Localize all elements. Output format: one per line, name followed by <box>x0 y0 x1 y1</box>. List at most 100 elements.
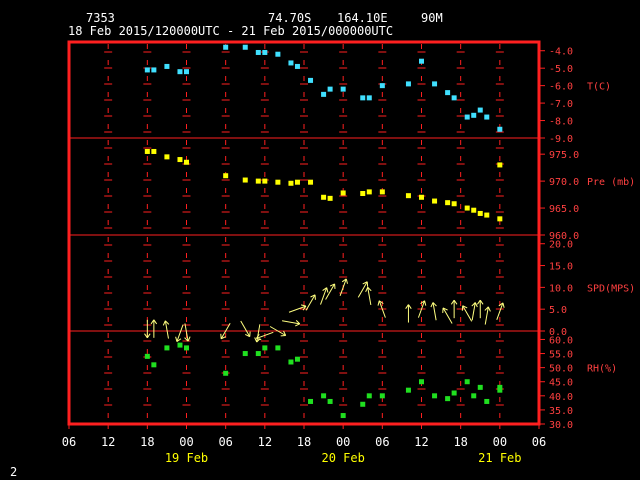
x-tick-label: 00 <box>179 435 193 449</box>
wind-vector-head <box>295 319 301 325</box>
wind-vector-head <box>442 307 448 311</box>
pressure-point <box>223 173 229 179</box>
wind-vector-head <box>362 281 368 285</box>
wind-vector-head <box>341 278 347 283</box>
wind-vector <box>269 326 287 337</box>
wind-vector <box>405 304 412 323</box>
pressure-point <box>275 179 281 185</box>
pressure-point <box>451 201 457 207</box>
relative_humidity-point <box>255 351 261 357</box>
x-tick-label: 12 <box>414 435 428 449</box>
pressure-point <box>379 189 385 195</box>
wind-vector <box>288 304 307 313</box>
wind-vector-head <box>322 287 327 291</box>
station-lat: 74.70S <box>268 11 311 25</box>
wind-vector-head <box>176 338 182 343</box>
temperature-point <box>144 67 150 73</box>
pressure-point <box>497 216 503 222</box>
wind-vector-head <box>300 304 307 307</box>
pressure-point <box>477 210 483 216</box>
wind-vector-shaft <box>471 302 476 321</box>
y-tick-label: 15.0 <box>549 262 573 273</box>
wind-vector-shaft <box>256 331 274 339</box>
relative_humidity-point <box>497 387 503 393</box>
temperature-point <box>464 114 470 120</box>
wind-vector-head <box>153 319 158 325</box>
relative_humidity-point <box>327 398 333 404</box>
y-tick-label: 30.0 <box>549 420 573 431</box>
relative_humidity-point <box>360 401 366 407</box>
y-tick-label: 40.0 <box>549 392 573 403</box>
wind-vector <box>255 331 274 341</box>
wind-vector-head <box>254 337 258 343</box>
relative_humidity-point <box>497 384 503 390</box>
grid-layer <box>69 44 539 422</box>
pressure-point <box>432 198 438 204</box>
wind-vector-head <box>377 300 380 306</box>
relative_humidity-point <box>379 393 385 399</box>
x-tick-label: 06 <box>218 435 232 449</box>
y-tick-label: 960.0 <box>549 231 579 242</box>
pressure-point <box>464 205 470 211</box>
y-tick-label: 965.0 <box>549 204 579 215</box>
y-tick-label: 35.0 <box>549 406 573 417</box>
wind-vector <box>461 305 473 322</box>
wind-vector-shaft <box>496 302 504 320</box>
temperature-point <box>184 69 189 75</box>
wind-vector-head <box>256 337 262 341</box>
wind-vector-shaft <box>442 307 453 324</box>
wind-vector-head <box>453 299 458 305</box>
pressure-point <box>144 148 150 154</box>
wind-vector-head <box>487 306 491 312</box>
temperature-point <box>177 69 183 75</box>
wind-vector-head <box>329 283 335 287</box>
y-tick-label: 10.0 <box>549 283 573 294</box>
data-layer <box>144 44 505 419</box>
temperature-point <box>294 63 300 69</box>
y-tick-label: -5.0 <box>549 64 573 75</box>
x-tick-label: 12 <box>101 435 115 449</box>
temperature-point <box>451 95 457 101</box>
wind-vector-head <box>378 300 384 305</box>
wind-vector-shaft <box>484 306 489 325</box>
temperature-point <box>360 95 366 101</box>
wind-vector <box>477 299 484 319</box>
y-tick-label: 970.0 <box>549 177 579 188</box>
x-tick-label: 18 <box>297 435 311 449</box>
wind-vector-head <box>474 302 478 308</box>
wind-vector-shaft <box>320 287 328 305</box>
pressure-point <box>184 159 189 165</box>
relative_humidity-point <box>275 345 281 351</box>
wind-vector-head <box>175 336 178 342</box>
wind-vector-head <box>302 305 307 311</box>
wind-vector <box>471 302 478 321</box>
wind-vector <box>281 319 301 327</box>
wind-vector-head <box>220 336 226 340</box>
temperature-point <box>471 112 477 118</box>
y-tick-label: 20.0 <box>549 240 573 251</box>
wind-vector-head <box>430 302 434 308</box>
pressure-point <box>419 194 424 200</box>
wind-vector-shaft <box>305 294 316 311</box>
panel-label: RH(%) <box>587 364 617 375</box>
wind-vector-shaft <box>269 326 286 336</box>
wind-vector <box>357 281 369 298</box>
wind-vector-head <box>365 287 369 292</box>
pressure-point <box>255 178 261 184</box>
wind-vector <box>184 323 191 342</box>
pressure-point <box>445 200 451 206</box>
wind-vector-head <box>408 304 412 309</box>
wind-vector-head <box>150 319 155 325</box>
plot-frame <box>67 40 541 426</box>
wind-vector-shaft <box>184 323 189 342</box>
x-date-label: 21 Feb <box>478 451 521 465</box>
relative_humidity-point <box>477 384 483 390</box>
temperature-point <box>379 83 385 89</box>
relative_humidity-point <box>308 398 314 404</box>
x-tick-label: 06 <box>375 435 389 449</box>
wind-vector <box>150 319 158 338</box>
y-tick-label: -9.0 <box>549 134 573 145</box>
x-tick-label: 18 <box>453 435 467 449</box>
station-id: 7353 <box>86 11 115 25</box>
pressure-point <box>360 191 366 197</box>
